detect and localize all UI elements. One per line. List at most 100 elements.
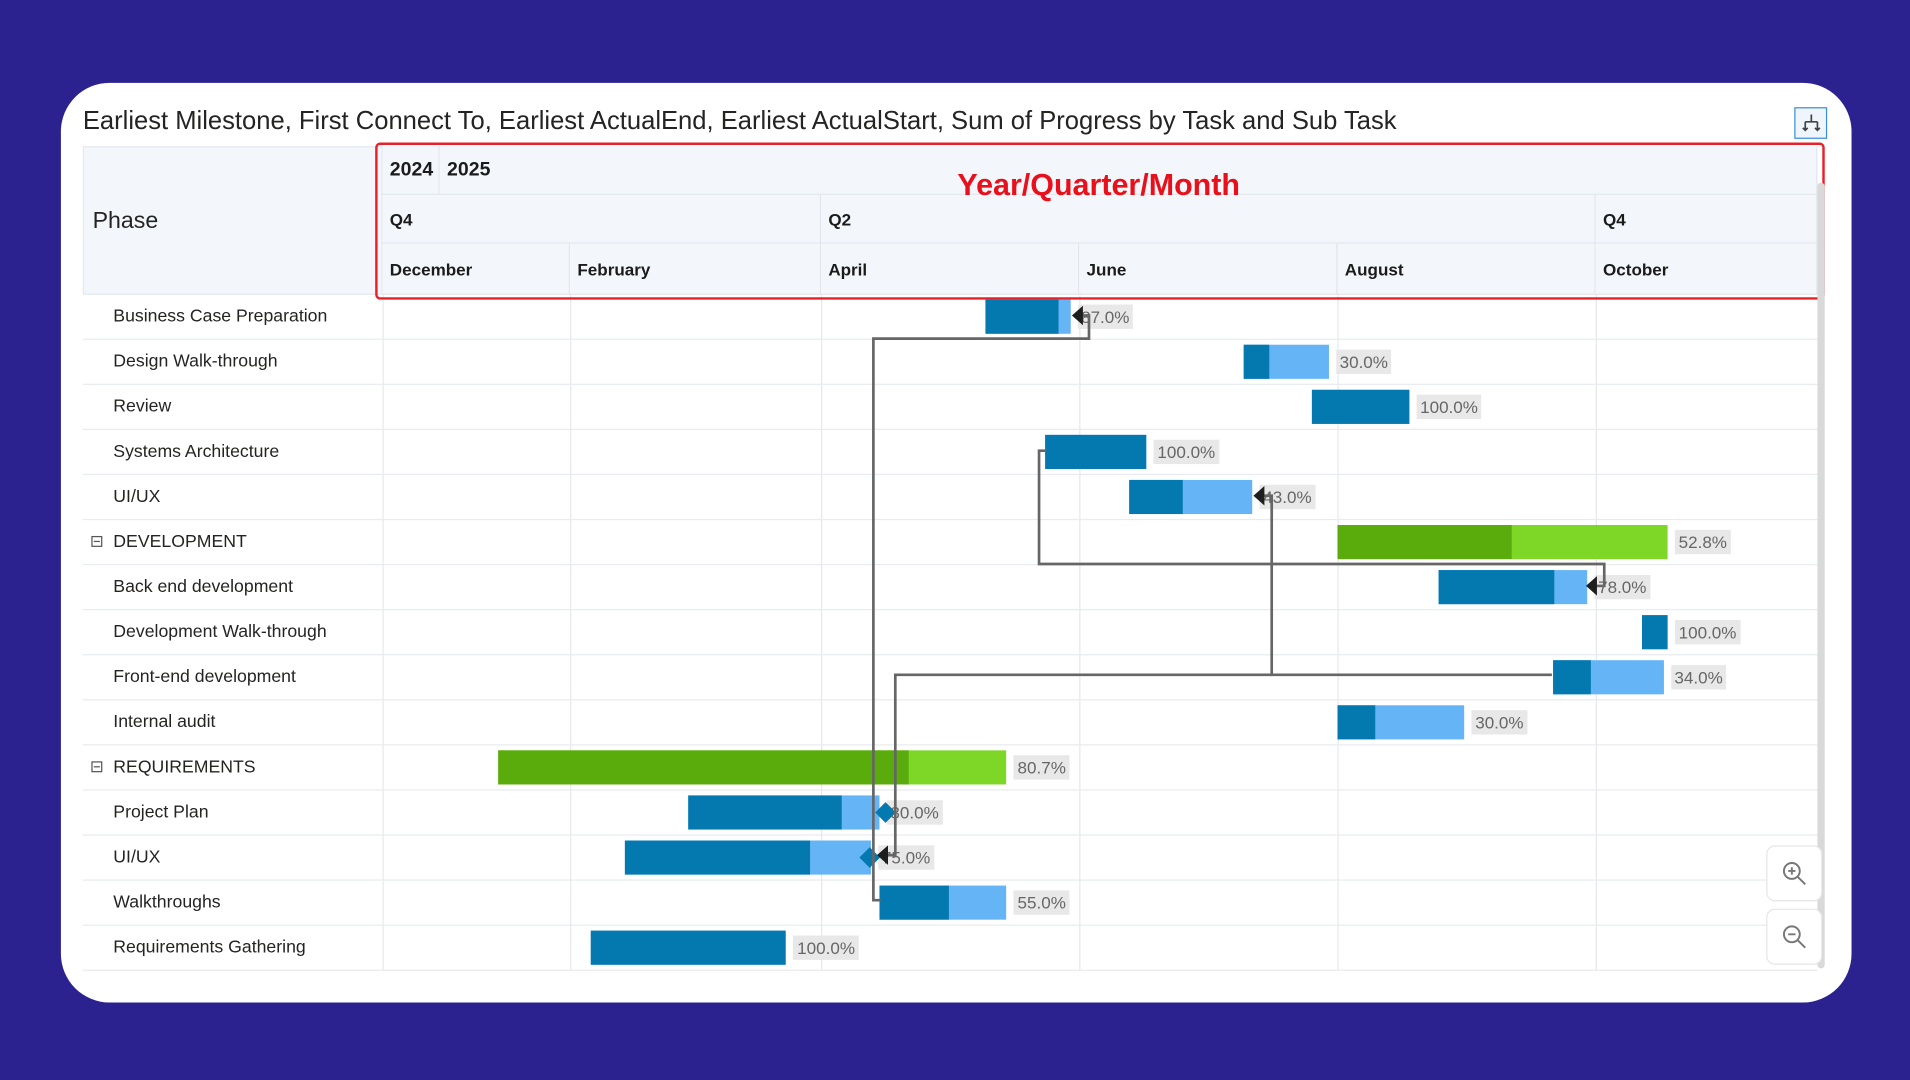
zoom-out-button[interactable] [1766, 908, 1823, 965]
task-bar[interactable] [1129, 479, 1253, 515]
group-bar[interactable] [1337, 525, 1668, 560]
task-row-label[interactable]: Front-end development [82, 655, 383, 701]
task-name: Front-end development [113, 667, 296, 688]
task-bar[interactable] [1243, 344, 1329, 379]
phase-group-row[interactable]: REQUIREMENTS [82, 745, 383, 791]
progress-fill [1337, 705, 1376, 740]
task-bar[interactable] [1642, 615, 1668, 650]
task-name: UI/UX [113, 487, 161, 507]
task-bar[interactable] [625, 840, 871, 875]
task-name: Development Walk-through [113, 622, 327, 642]
task-bar[interactable] [1438, 570, 1588, 605]
task-name: Review [113, 397, 172, 417]
progress-fill [1553, 660, 1591, 695]
zoom-in-icon [1782, 862, 1806, 886]
task-bar[interactable] [1044, 434, 1147, 469]
download-hierarchy-icon [1801, 114, 1820, 132]
progress-label: 43.0% [1259, 484, 1316, 510]
progress-label: 52.8% [1674, 529, 1731, 555]
month-cell: April [821, 243, 1080, 295]
phase-group-row[interactable]: DEVELOPMENT [82, 520, 383, 566]
annotation-label: Year/Quarter/Month [957, 168, 1241, 203]
gantt-grid: Phase 2024 2025 Q4 Q2 Q4 December Februa… [82, 146, 1818, 971]
task-row-label[interactable]: Review [82, 385, 383, 430]
month-cell: August [1337, 243, 1596, 295]
task-bar[interactable] [985, 299, 1071, 334]
progress-fill [1438, 570, 1555, 605]
progress-label: 30.0% [1471, 710, 1528, 735]
phase-header-label: Phase [92, 208, 159, 234]
progress-label: 80.0% [886, 800, 943, 825]
timeline-row [382, 881, 1818, 926]
task-bar[interactable] [688, 795, 880, 830]
progress-fill [985, 299, 1060, 334]
timeline-row [382, 475, 1818, 521]
task-row-label[interactable]: Systems Architecture [82, 430, 383, 476]
group-bar[interactable] [498, 750, 1007, 785]
progress-fill [625, 840, 810, 875]
progress-fill [879, 885, 950, 920]
task-name: Design Walk-through [113, 352, 278, 372]
task-row-label[interactable]: Design Walk-through [82, 340, 383, 385]
vertical-scrollbar[interactable] [1817, 182, 1825, 969]
task-row-label[interactable]: Requirements Gathering [82, 926, 383, 971]
phase-header: Phase [82, 146, 383, 295]
task-row-label[interactable]: UI/UX [82, 475, 383, 521]
task-row-label[interactable]: Back end development [82, 565, 383, 611]
collapse-minus-icon[interactable] [91, 535, 103, 547]
progress-label: 87.0% [1077, 304, 1134, 329]
month-cell: February [570, 243, 822, 295]
progress-fill [591, 930, 787, 965]
progress-fill [1044, 434, 1147, 469]
zoom-out-icon [1782, 925, 1806, 949]
month-gridline [821, 294, 823, 971]
task-row-label[interactable]: Internal audit [82, 700, 383, 746]
timeline-row [382, 926, 1818, 971]
task-name: Systems Architecture [113, 442, 280, 462]
progress-label: 30.0% [1335, 349, 1392, 374]
drill-down-button[interactable] [1794, 107, 1828, 139]
progress-fill [1311, 389, 1410, 424]
zoom-in-button[interactable] [1766, 845, 1823, 902]
timeline-row [382, 340, 1818, 385]
month-gridline [382, 294, 384, 971]
collapse-minus-icon[interactable] [91, 761, 103, 773]
timeline-row [382, 610, 1818, 656]
task-bar[interactable] [1337, 705, 1465, 740]
month-gridline [1595, 294, 1597, 971]
progress-label: 80.7% [1013, 755, 1070, 780]
progress-label: 34.0% [1670, 665, 1727, 690]
timeline-row [382, 700, 1818, 746]
task-name: Project Plan [113, 802, 209, 823]
progress-fill [1642, 615, 1668, 650]
progress-fill [498, 750, 909, 785]
month-cell: December [382, 243, 571, 295]
task-name: REQUIREMENTS [113, 757, 256, 778]
progress-label: 100.0% [1674, 620, 1741, 645]
task-name: UI/UX [113, 847, 161, 868]
progress-fill [1129, 479, 1183, 515]
timeline-row [382, 791, 1818, 836]
progress-label: 75.0% [878, 845, 934, 870]
task-bar[interactable] [879, 885, 1007, 920]
month-cell: June [1079, 243, 1338, 295]
progress-label: 100.0% [1153, 439, 1219, 465]
task-name: Requirements Gathering [113, 937, 306, 958]
quarter-cell: Q4 [382, 194, 822, 244]
progress-label: 100.0% [793, 935, 859, 960]
task-name: Business Case Preparation [113, 306, 328, 327]
task-bar[interactable] [1311, 389, 1410, 424]
task-row-label[interactable]: Walkthroughs [82, 881, 383, 926]
task-row-label[interactable]: Project Plan [82, 791, 383, 836]
task-row-label[interactable]: Business Case Preparation [82, 295, 383, 340]
task-row-label[interactable]: Development Walk-through [82, 610, 383, 656]
task-bar[interactable] [591, 930, 787, 965]
task-bar[interactable] [1553, 660, 1664, 695]
progress-fill [688, 795, 842, 830]
progress-label: 55.0% [1013, 890, 1070, 915]
progress-label: 78.0% [1594, 574, 1651, 600]
timeline-row [382, 385, 1818, 430]
quarter-cell: Q2 [821, 194, 1596, 244]
task-row-label[interactable]: UI/UX [82, 836, 383, 881]
